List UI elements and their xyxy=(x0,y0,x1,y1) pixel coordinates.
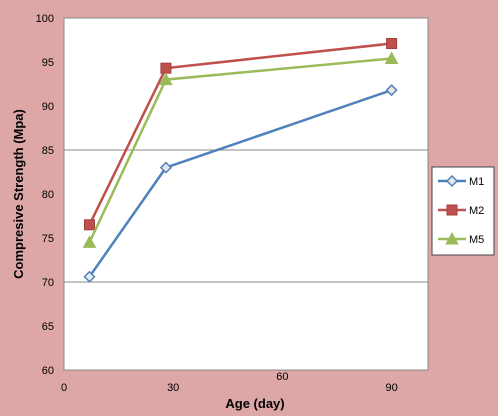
legend-label: M1 xyxy=(469,176,484,188)
data-point-m2 xyxy=(386,38,398,50)
series-m1 xyxy=(83,84,398,283)
data-point-m1 xyxy=(83,270,96,283)
y-tick-label: 85 xyxy=(42,145,54,157)
data-point-m1 xyxy=(159,161,172,174)
series-m5 xyxy=(82,51,399,248)
y-tick-label: 60 xyxy=(42,365,54,377)
y-axis-title: Compresive Strength (Mpa) xyxy=(11,109,26,279)
legend-marker xyxy=(446,204,458,216)
x-tick-label: 90 xyxy=(385,382,397,394)
x-tick-label: 30 xyxy=(167,382,179,394)
data-point-m1 xyxy=(385,84,398,97)
data-point-m5 xyxy=(384,51,399,64)
legend-item-m5: M5 xyxy=(438,231,484,246)
series-layer xyxy=(82,38,399,283)
y-tick-label: 95 xyxy=(42,57,54,69)
y-tick-labels: 60 65 70 75 80 85 90 95 100 xyxy=(36,13,54,377)
legend-marker xyxy=(445,174,459,188)
y-tick-label: 100 xyxy=(36,13,54,25)
y-tick-label: 70 xyxy=(42,277,54,289)
y-tick-label: 65 xyxy=(42,321,54,333)
series-m2 xyxy=(83,38,398,231)
y-tick-label: 80 xyxy=(42,189,54,201)
legend-label: M2 xyxy=(469,205,484,217)
x-tick-labels: 0 30 60 90 xyxy=(61,371,398,394)
plot-area xyxy=(63,17,429,371)
data-point-m2 xyxy=(160,62,172,74)
legend-marker xyxy=(445,231,459,245)
data-point-m5 xyxy=(159,72,173,86)
x-axis-title: Age (day) xyxy=(225,396,284,411)
data-point-m5 xyxy=(82,235,97,248)
x-tick-label: 60 xyxy=(276,371,288,383)
legend-item-m2: M2 xyxy=(438,204,484,217)
legend-label: M5 xyxy=(469,234,484,246)
legend-item-m1: M1 xyxy=(438,174,484,188)
data-point-m2 xyxy=(83,219,95,231)
y-tick-label: 90 xyxy=(42,101,54,113)
legend: M1 M2 M5 xyxy=(431,166,495,256)
x-tick-label: 0 xyxy=(61,382,67,394)
y-tick-label: 75 xyxy=(42,233,54,245)
